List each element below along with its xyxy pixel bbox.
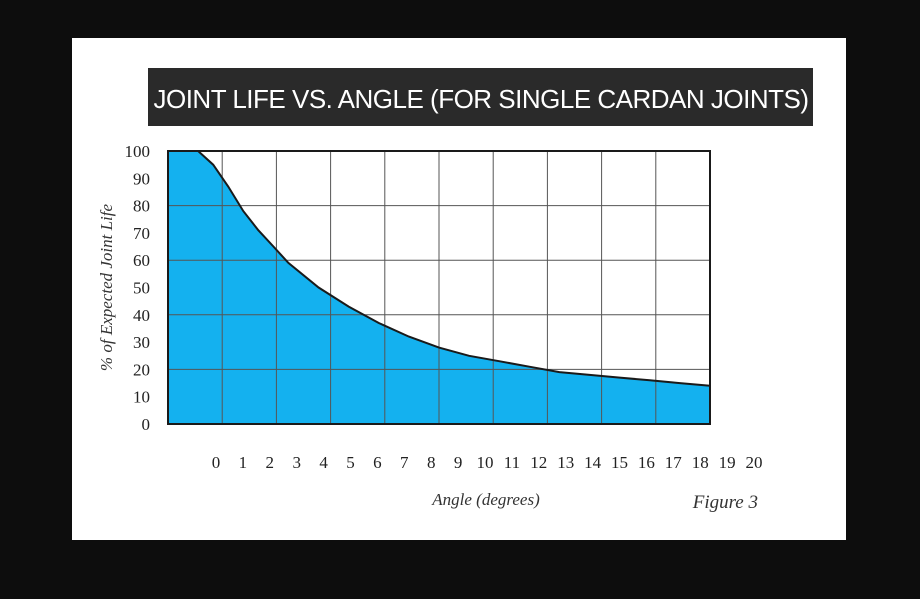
y-tick-labels: 0 10 20 30 40 50 60 70 80 90 100 — [125, 142, 151, 434]
plot-frame — [167, 150, 711, 425]
x-tick-label: 5 — [346, 453, 355, 472]
x-tick-label: 14 — [584, 453, 602, 472]
y-tick-label: 40 — [133, 306, 150, 325]
x-tick-label: 20 — [746, 453, 763, 472]
y-tick-label: 100 — [125, 142, 151, 161]
y-tick-label: 90 — [133, 169, 150, 188]
chart: JOINT LIFE VS. ANGLE (FOR SINGLE CARDAN … — [97, 84, 809, 513]
x-tick-label: 13 — [557, 453, 574, 472]
x-tick-label: 8 — [427, 453, 436, 472]
data-area — [168, 151, 710, 424]
x-tick-label: 19 — [719, 453, 736, 472]
figure-label: Figure 3 — [692, 492, 758, 513]
y-tick-label: 80 — [133, 197, 150, 216]
figure-card: JOINT LIFE VS. ANGLE (FOR SINGLE CARDAN … — [72, 38, 846, 540]
y-axis-label: % of Expected Joint Life — [97, 203, 116, 371]
y-tick-label: 10 — [133, 388, 150, 407]
data-line — [168, 150, 711, 387]
x-tick-label: 2 — [266, 453, 275, 472]
y-tick-label: 30 — [133, 333, 150, 352]
x-tick-label: 4 — [319, 453, 328, 472]
title-bar — [148, 68, 813, 126]
x-tick-label: 0 — [212, 453, 221, 472]
y-tick-label: 70 — [133, 224, 150, 243]
x-tick-label: 18 — [692, 453, 709, 472]
x-tick-labels: 0 1 2 3 4 5 6 7 8 9 10 11 12 13 14 15 16 17 18 19 20 — [212, 453, 763, 472]
y-tick-label: 20 — [133, 360, 150, 379]
x-tick-label: 16 — [638, 453, 655, 472]
x-tick-label: 11 — [504, 453, 520, 472]
x-tick-label: 3 — [292, 453, 301, 472]
y-tick-label: 60 — [133, 251, 150, 270]
y-tick-label: 0 — [142, 415, 151, 434]
x-tick-label: 12 — [530, 453, 547, 472]
y-tick-label: 50 — [133, 279, 150, 298]
x-axis-label: Angle (degrees) — [431, 490, 540, 509]
x-tick-label: 17 — [665, 453, 683, 472]
x-tick-label: 15 — [611, 453, 628, 472]
x-tick-label: 6 — [373, 453, 382, 472]
x-tick-label: 1 — [239, 453, 248, 472]
x-tick-label: 9 — [454, 453, 463, 472]
chart-title: JOINT LIFE VS. ANGLE (FOR SINGLE CARDAN … — [153, 84, 808, 114]
x-tick-label: 10 — [477, 453, 494, 472]
x-tick-label: 7 — [400, 453, 409, 472]
